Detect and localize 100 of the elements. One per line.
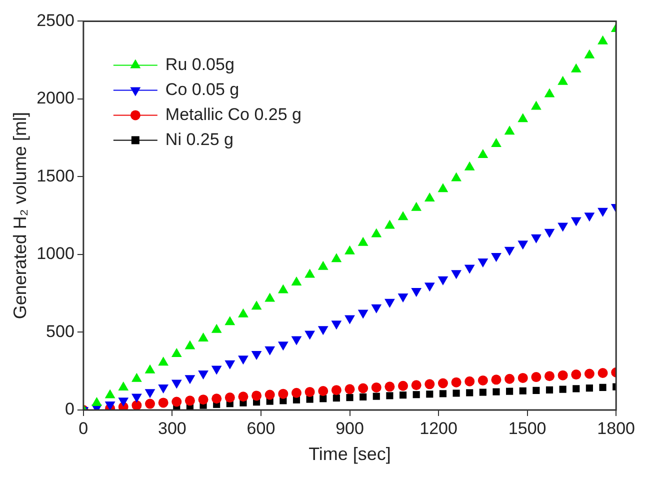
point	[598, 35, 608, 44]
point	[464, 376, 475, 386]
point	[304, 268, 315, 278]
point	[518, 113, 528, 122]
x-axis-title: Time [sec]	[308, 444, 391, 464]
point	[104, 389, 116, 398]
point	[304, 386, 315, 397]
x-tick-label: 1200	[420, 418, 458, 438]
point	[439, 390, 447, 398]
point	[572, 385, 580, 392]
point	[504, 126, 515, 135]
point	[371, 382, 382, 392]
point	[171, 348, 182, 358]
point	[291, 388, 302, 398]
legend-label: Ru 0.05g	[165, 54, 234, 74]
point	[144, 364, 156, 374]
point	[264, 390, 275, 400]
point	[544, 371, 555, 382]
point	[238, 308, 248, 318]
point	[224, 392, 235, 403]
point	[212, 394, 222, 404]
point	[586, 384, 593, 392]
point	[145, 398, 156, 409]
point	[331, 385, 342, 396]
point	[479, 388, 486, 396]
point	[558, 76, 568, 85]
y-tick-label: 1000	[36, 244, 74, 264]
point	[331, 253, 342, 262]
point	[371, 228, 382, 238]
point	[344, 245, 355, 254]
point	[318, 386, 328, 396]
point	[198, 394, 208, 405]
x-tick-label: 900	[336, 418, 364, 438]
point	[518, 372, 528, 383]
point	[506, 388, 514, 395]
legend-label: Co 0.05 g	[165, 80, 240, 99]
y-tick-label: 2000	[36, 88, 74, 108]
point	[211, 324, 222, 333]
point	[398, 211, 408, 220]
point	[384, 382, 395, 392]
point	[570, 63, 582, 72]
point	[360, 393, 367, 400]
point	[411, 202, 422, 211]
point	[278, 284, 288, 294]
point	[559, 386, 566, 393]
point	[252, 390, 262, 401]
point	[399, 392, 407, 399]
x-tick-label: 600	[246, 418, 276, 438]
point	[438, 378, 448, 388]
point	[372, 392, 380, 400]
point	[412, 391, 420, 398]
point	[398, 380, 408, 391]
point	[558, 370, 568, 380]
point	[224, 316, 236, 326]
point	[531, 372, 542, 382]
point	[598, 368, 608, 378]
point	[584, 368, 594, 379]
point	[238, 392, 248, 402]
point	[184, 340, 196, 350]
point	[184, 396, 195, 406]
point	[544, 88, 555, 98]
point	[478, 148, 488, 158]
point	[491, 374, 502, 385]
point	[198, 332, 208, 342]
point	[466, 389, 474, 396]
x-tick-label: 0	[78, 418, 88, 438]
point	[452, 390, 460, 397]
point	[251, 300, 262, 310]
point	[346, 394, 354, 402]
legend-label: Metallic Co 0.25 g	[165, 104, 302, 124]
y-tick-label: 1500	[36, 166, 74, 186]
point	[158, 356, 169, 366]
point	[264, 292, 276, 302]
x-tick-label: 1500	[508, 418, 546, 438]
legend-label: Ni 0.25 g	[165, 130, 234, 149]
point	[172, 396, 182, 407]
point	[424, 192, 435, 202]
y-tick-label: 0	[64, 400, 74, 419]
point	[491, 138, 502, 148]
point	[291, 276, 302, 286]
y-tick-label: 2500	[36, 10, 74, 30]
point	[504, 374, 515, 384]
point	[332, 394, 340, 402]
point	[424, 379, 435, 390]
x-tick-label: 300	[158, 418, 186, 438]
point	[384, 220, 395, 229]
point	[320, 395, 327, 402]
point	[530, 100, 542, 110]
point	[438, 183, 448, 192]
point	[519, 387, 526, 394]
point	[451, 377, 462, 388]
point	[532, 386, 540, 394]
point	[344, 384, 355, 394]
point	[599, 384, 606, 391]
point	[358, 236, 368, 246]
point	[478, 375, 488, 386]
point	[386, 392, 394, 400]
point	[131, 372, 142, 382]
point	[278, 388, 288, 399]
point	[358, 383, 368, 394]
